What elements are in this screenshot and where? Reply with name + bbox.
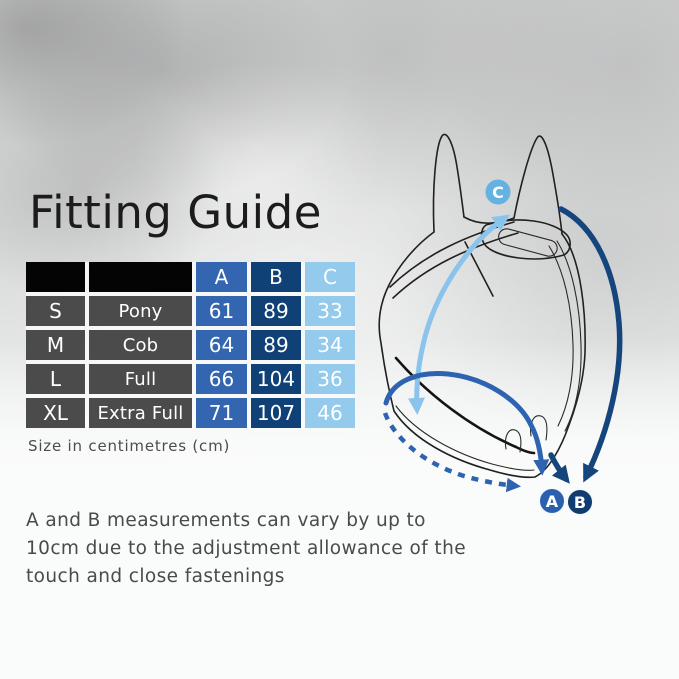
mask-nose-rim: [395, 405, 535, 471]
table-cell-type: Extra Full: [89, 398, 192, 428]
table-cell-a: 61: [196, 296, 247, 326]
table-cell-a: 71: [196, 398, 247, 428]
table-header-blank-type: [89, 262, 192, 292]
badge-a-circle: [538, 487, 566, 515]
table-cell-size: S: [26, 296, 85, 326]
table-cell-size: M: [26, 330, 85, 360]
table-cell-a: 66: [196, 364, 247, 394]
mask-right-seam-inner: [548, 245, 574, 427]
badge-b-label: B: [574, 493, 586, 512]
badge-c-label: C: [492, 183, 504, 202]
disclaimer-text: A and B measurements can vary by up to 1…: [26, 507, 496, 591]
unit-note: Size in centimetres (cm): [28, 437, 231, 455]
size-table: A B C S Pony 61 89 33 M Cob 64 89 34 L F…: [26, 262, 355, 428]
page-title: Fitting Guide: [29, 186, 322, 239]
table-cell-type: Cob: [89, 330, 192, 360]
measurement-badges: C A B: [485, 179, 594, 516]
measure-b-arc-arrow: [558, 206, 623, 483]
measurement-arrows: [382, 206, 623, 493]
table-cell-size: XL: [26, 398, 85, 428]
table-cell-b: 107: [251, 398, 301, 428]
mask-face-outline: [378, 231, 586, 479]
table-cell-type: Pony: [89, 296, 192, 326]
table-cell-c: 34: [305, 330, 355, 360]
disclaimer-line: 10cm due to the adjustment allowance of …: [26, 538, 466, 559]
table-cell-size: L: [26, 364, 85, 394]
mask-brand-pill: [498, 228, 558, 257]
disclaimer-line: A and B measurements can vary by up to: [26, 510, 426, 531]
mask-left-ear: [432, 133, 465, 233]
measure-a-solid-arc: [383, 370, 550, 476]
fly-mask-diagram: C A B: [378, 133, 623, 516]
measure-a-dashed-arc: [382, 412, 522, 493]
measure-b-short-arrow: [548, 452, 570, 484]
table-cell-b: 89: [251, 296, 301, 326]
badge-c-circle: [485, 179, 511, 205]
table-cell-c: 36: [305, 364, 355, 394]
mask-right-ear: [513, 135, 563, 235]
table-cell-b: 104: [251, 364, 301, 394]
table-header-a: A: [196, 262, 247, 292]
table-header-b: B: [251, 262, 301, 292]
table-cell-c: 33: [305, 296, 355, 326]
measure-c-arrow: [407, 214, 510, 415]
mask-nostril-left: [504, 429, 522, 453]
table-cell-c: 46: [305, 398, 355, 428]
table-cell-a: 64: [196, 330, 247, 360]
table-cell-type: Full: [89, 364, 192, 394]
disclaimer-line: touch and close fastenings: [26, 566, 285, 587]
badge-a-label: A: [546, 492, 559, 511]
mask-right-seam-outer: [556, 240, 582, 432]
table-header-c: C: [305, 262, 355, 292]
mask-outline: [378, 133, 586, 479]
badge-b-circle: [566, 488, 594, 516]
table-header-blank-size: [26, 262, 85, 292]
table-cell-b: 89: [251, 330, 301, 360]
